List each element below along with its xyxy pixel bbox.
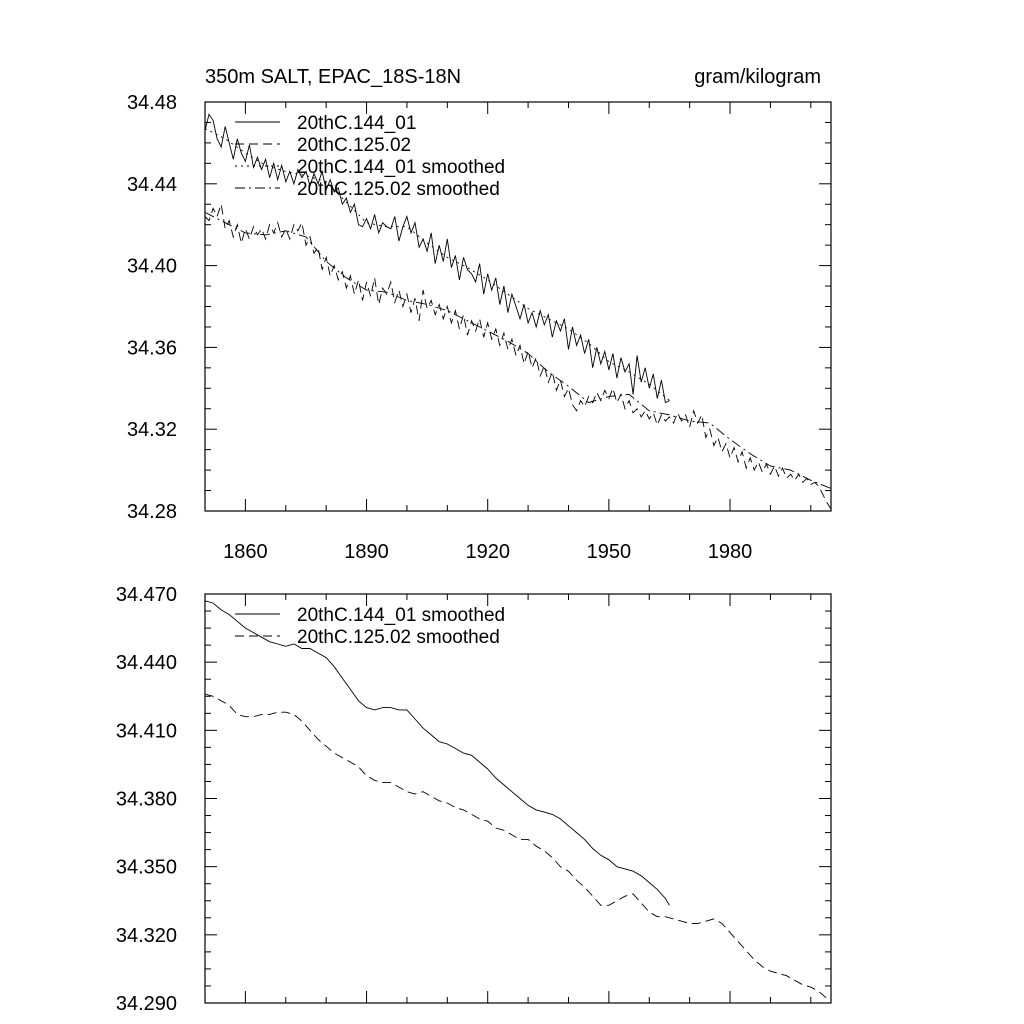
series-line-1 — [204, 693, 828, 999]
y-tick-label: 34.470 — [116, 584, 177, 606]
series-line-2 — [204, 128, 670, 401]
top-panel: 34.28 34.32 34.36 34.40 34.44 34.48 1860 1890 19… — [127, 66, 832, 563]
series-line-1 — [204, 204, 832, 510]
y-tick-label: 34.44 — [127, 174, 177, 196]
y-tick-label: 34.36 — [127, 337, 177, 359]
series-line-0 — [204, 113, 670, 404]
legend-label: 20thC.125.02 smoothed — [297, 627, 500, 648]
x-tick-label: 1890 — [344, 541, 389, 563]
y-tick-label: 34.290 — [116, 993, 177, 1015]
legend-label: 20thC.125.02 smoothed — [297, 179, 500, 200]
y-tick-label: 34.32 — [127, 419, 177, 441]
y-tick-label: 34.320 — [116, 925, 177, 947]
bottom-panel: 34.290 34.320 34.350 34.380 34.410 34.440 34.4… — [116, 584, 832, 1015]
y-tick-label: 34.380 — [116, 789, 177, 811]
x-tick-label: 1950 — [587, 541, 632, 563]
x-tick-label: 1920 — [465, 541, 510, 563]
x-tick-label: 1860 — [223, 541, 268, 563]
y-tick-label: 34.440 — [116, 652, 177, 674]
chart-title: 350m SALT, EPAC_18S-18N — [205, 66, 461, 88]
y-tick-label: 34.410 — [116, 720, 177, 742]
legend-label: 20thC.144_01 smoothed — [297, 605, 505, 626]
chart-units: gram/kilogram — [694, 66, 821, 88]
legend-label: 20thC.144_01 smoothed — [297, 157, 505, 178]
y-tick-label: 34.350 — [116, 857, 177, 879]
legend-label: 20thC.144_01 — [297, 113, 416, 134]
series-line-0 — [204, 600, 670, 906]
y-tick-label: 34.48 — [127, 92, 177, 114]
y-tick-label: 34.28 — [127, 501, 177, 523]
legend-label: 20thC.125.02 — [297, 135, 411, 156]
y-tick-label: 34.40 — [127, 256, 177, 278]
x-tick-label: 1980 — [708, 541, 753, 563]
